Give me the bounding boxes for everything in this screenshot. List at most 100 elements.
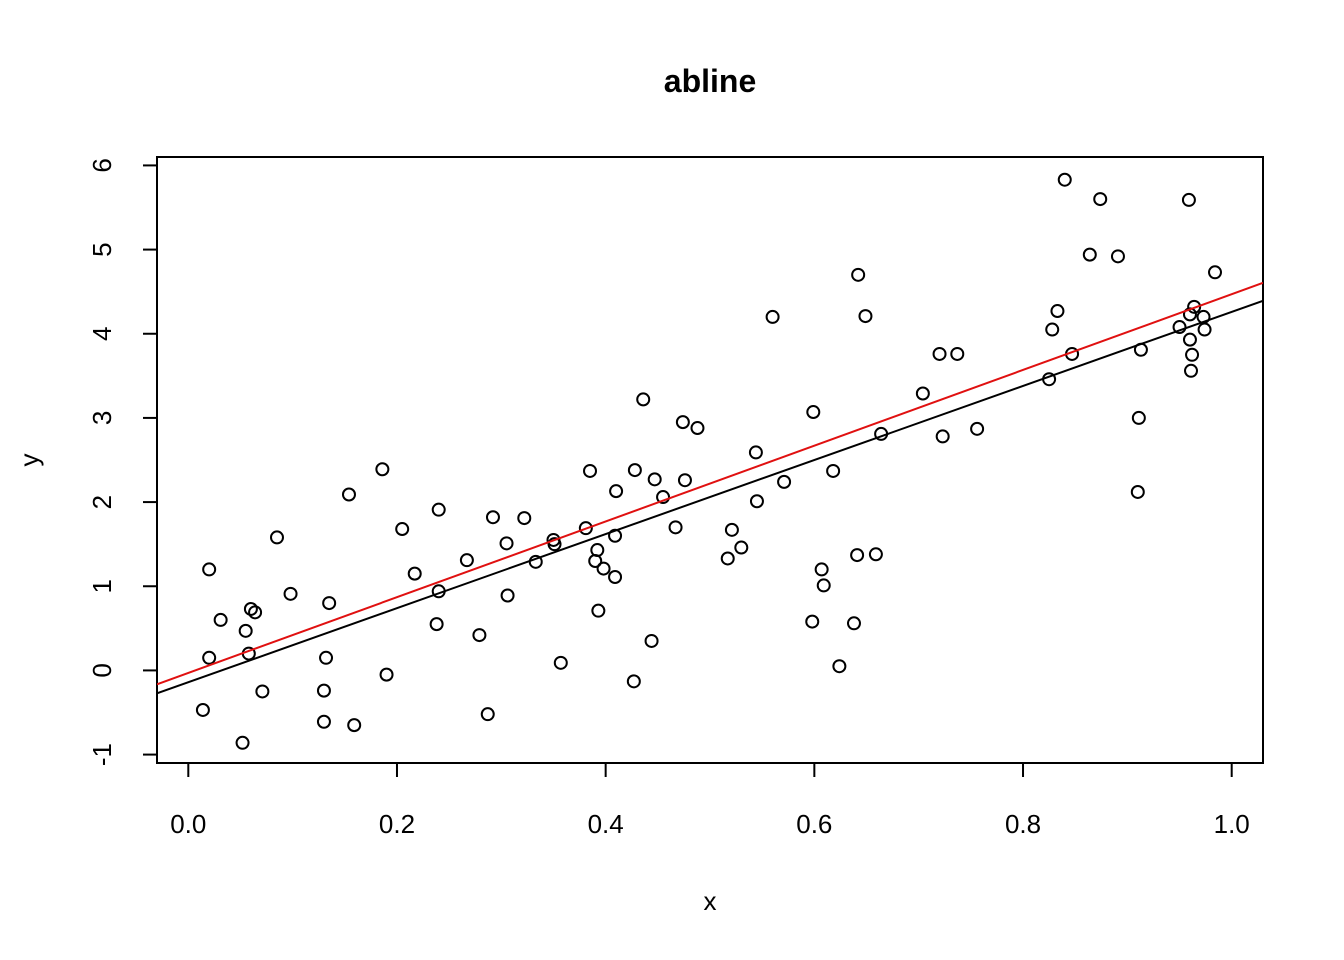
y-tick-label: 5 bbox=[87, 242, 117, 256]
y-tick-label: 3 bbox=[87, 411, 117, 425]
data-point bbox=[347, 718, 362, 733]
data-point bbox=[248, 605, 263, 620]
y-tick-label: -1 bbox=[87, 743, 117, 766]
data-point bbox=[1208, 265, 1223, 280]
regression-line bbox=[157, 281, 1263, 686]
data-point bbox=[283, 586, 298, 601]
data-point bbox=[379, 667, 394, 682]
x-tick-label: 0.8 bbox=[1005, 809, 1041, 839]
data-point bbox=[626, 674, 641, 689]
regression-line bbox=[157, 299, 1263, 695]
data-point bbox=[668, 520, 683, 535]
data-point bbox=[1197, 322, 1212, 337]
data-point bbox=[407, 566, 422, 581]
data-point bbox=[499, 536, 514, 551]
y-tick-label: 2 bbox=[87, 495, 117, 509]
data-point bbox=[1045, 322, 1060, 337]
data-point bbox=[429, 617, 444, 632]
data-point bbox=[970, 421, 985, 436]
data-point bbox=[656, 490, 671, 505]
data-point bbox=[459, 553, 474, 568]
data-point bbox=[636, 392, 651, 407]
data-point bbox=[805, 614, 820, 629]
data-point bbox=[806, 405, 821, 420]
data-point bbox=[950, 346, 965, 361]
data-point bbox=[850, 548, 865, 563]
data-point bbox=[915, 386, 930, 401]
data-point bbox=[269, 530, 284, 545]
data-point bbox=[472, 628, 487, 643]
data-point bbox=[202, 650, 217, 665]
data-point bbox=[608, 569, 623, 584]
data-point bbox=[647, 472, 662, 487]
data-point bbox=[935, 429, 950, 444]
data-point bbox=[1057, 172, 1072, 187]
data-point bbox=[255, 684, 270, 699]
data-point bbox=[547, 537, 562, 552]
data-point bbox=[720, 551, 735, 566]
data-point bbox=[627, 463, 642, 478]
data-point bbox=[195, 702, 210, 717]
data-point bbox=[846, 616, 861, 631]
x-axis-label: x bbox=[704, 886, 717, 916]
data-point bbox=[609, 484, 624, 499]
data-point bbox=[675, 415, 690, 430]
data-point bbox=[677, 473, 692, 488]
data-point bbox=[480, 707, 495, 722]
data-point bbox=[1082, 247, 1097, 262]
data-point bbox=[724, 522, 739, 537]
data-point bbox=[485, 510, 500, 525]
data-point bbox=[395, 522, 410, 537]
data-point bbox=[316, 683, 331, 698]
x-tick-label: 0.0 bbox=[170, 809, 206, 839]
data-point bbox=[243, 601, 258, 616]
data-point bbox=[734, 540, 749, 555]
data-point bbox=[1187, 299, 1202, 314]
data-point bbox=[826, 463, 841, 478]
data-point bbox=[316, 714, 331, 729]
data-point bbox=[1181, 192, 1196, 207]
data-point bbox=[238, 623, 253, 638]
x-tick-label: 0.4 bbox=[588, 809, 624, 839]
data-point bbox=[319, 650, 334, 665]
data-point bbox=[816, 578, 831, 593]
data-point bbox=[1110, 249, 1125, 264]
plot-frame bbox=[156, 156, 1264, 764]
data-point bbox=[322, 596, 337, 611]
data-point bbox=[748, 445, 763, 460]
x-tick-label: 1.0 bbox=[1214, 809, 1250, 839]
data-point bbox=[1131, 410, 1146, 425]
x-tick-label: 0.2 bbox=[379, 809, 415, 839]
data-point bbox=[578, 521, 593, 536]
x-tick-label: 0.6 bbox=[796, 809, 832, 839]
data-point bbox=[932, 346, 947, 361]
data-point bbox=[765, 309, 780, 324]
plot-area bbox=[157, 172, 1263, 750]
x-axis: 0.0 0.2 0.4 0.6 0.8 1.0 bbox=[170, 763, 1250, 839]
data-point bbox=[690, 421, 705, 436]
data-point bbox=[749, 494, 764, 509]
data-point bbox=[213, 612, 228, 627]
y-tick-label: 0 bbox=[87, 663, 117, 677]
data-point bbox=[1185, 347, 1200, 362]
data-point bbox=[777, 474, 792, 489]
data-point bbox=[341, 487, 356, 502]
data-point bbox=[517, 511, 532, 526]
y-axis-label: y bbox=[14, 454, 44, 467]
data-point bbox=[596, 561, 611, 576]
data-point bbox=[832, 659, 847, 674]
data-point bbox=[235, 735, 250, 750]
data-point bbox=[591, 603, 606, 618]
data-point bbox=[858, 309, 873, 324]
data-point bbox=[500, 588, 515, 603]
data-point bbox=[1182, 332, 1197, 347]
data-point bbox=[553, 655, 568, 670]
data-point bbox=[590, 543, 605, 558]
chart-title: abline bbox=[664, 63, 756, 99]
data-point bbox=[583, 463, 598, 478]
data-point bbox=[1172, 320, 1187, 335]
data-point bbox=[375, 462, 390, 477]
y-axis: -1 0 1 2 3 4 5 6 bbox=[87, 158, 157, 766]
data-point bbox=[814, 562, 829, 577]
